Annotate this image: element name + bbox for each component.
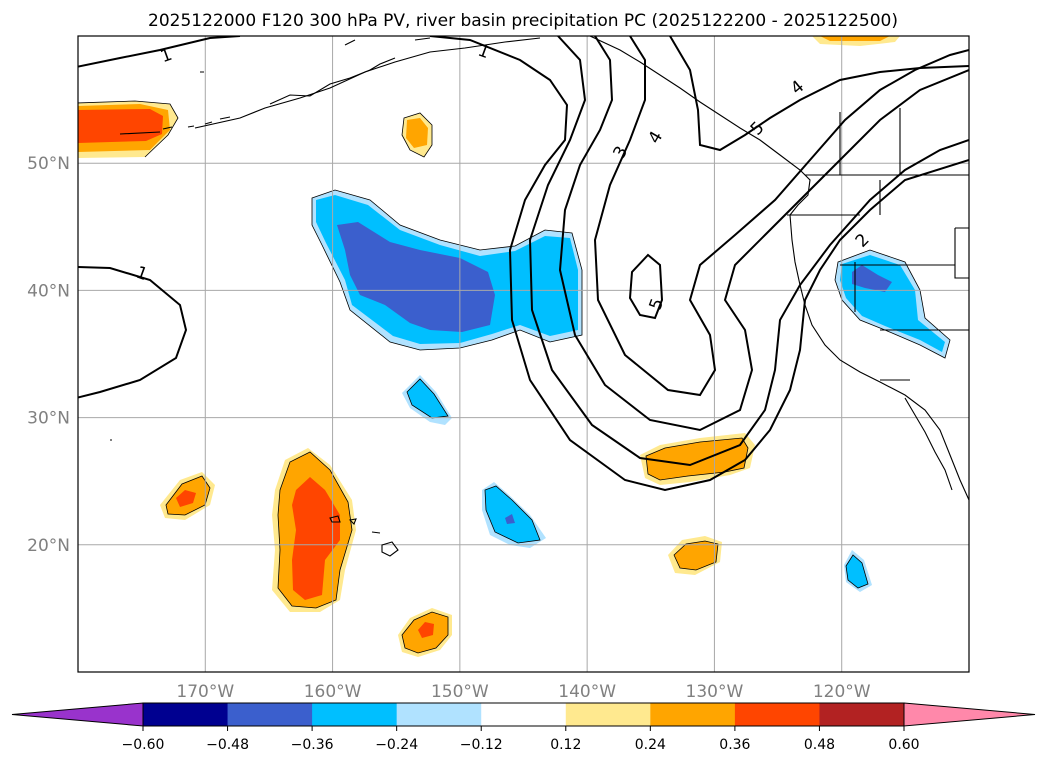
precip-region (820, 36, 890, 41)
colorbar-label: −0.48 (206, 737, 249, 753)
colorbar-segment (227, 703, 313, 726)
precip-outline (78, 100, 179, 158)
precip-region (337, 222, 495, 332)
baja-coast (904, 397, 953, 491)
precip-outline (406, 378, 449, 419)
aleutian-islands (162, 116, 231, 130)
y-tick-label: 30°N (27, 409, 70, 429)
pv-contour-3 (558, 36, 969, 432)
precip-region (646, 438, 748, 480)
colorbar-segment (734, 703, 820, 726)
hawaii-islands (110, 71, 399, 557)
precip-outline (845, 554, 869, 589)
pv-contour-2 (528, 36, 969, 467)
colorbar-segment (143, 703, 229, 726)
colorbar-extend-max (903, 702, 1036, 727)
precip-region (505, 514, 515, 524)
gridlines (78, 36, 969, 672)
precip-region (418, 622, 434, 638)
y-tick-label: 40°N (27, 281, 70, 301)
colorbar-segment (396, 703, 482, 726)
precip-region (78, 109, 163, 143)
precip-outline (277, 451, 353, 609)
x-tick-label: 170°W (176, 682, 234, 702)
precip-outline (401, 611, 449, 654)
precip-region (176, 490, 196, 507)
map-frame (77, 35, 970, 673)
pv-contour-1-north (78, 36, 969, 492)
precip-region (292, 477, 340, 600)
colorbar-segment (565, 703, 651, 726)
pv-contours (78, 36, 969, 492)
chart-title: 2025122000 F120 300 hPa PV, river basin … (148, 11, 898, 31)
x-tick-label: 130°W (686, 682, 744, 702)
alaska-islands (269, 37, 431, 105)
colorbar-segment (312, 703, 398, 726)
precip-outline (165, 475, 211, 516)
y-tick-label: 20°N (27, 536, 70, 556)
precip-region (485, 486, 540, 543)
state-borders (787, 108, 969, 381)
x-tick-label: 150°W (431, 682, 489, 702)
colorbar-segment (481, 703, 567, 726)
colorbar-label: 0.12 (550, 737, 581, 753)
colorbar-segment (650, 703, 736, 726)
y-tick-labels: 20°N 30°N 40°N 50°N (27, 154, 70, 556)
map-background (78, 36, 969, 672)
x-tick-label: 120°W (813, 682, 871, 702)
colorbar-label: −0.24 (375, 737, 418, 753)
colorbar-label: 0.48 (804, 737, 835, 753)
pv-contour-5-closed (628, 253, 664, 320)
colorbar-label: −0.60 (122, 737, 165, 753)
precip-region (674, 541, 718, 570)
colorbar-label: −0.36 (291, 737, 334, 753)
pv-contour-5 (669, 36, 969, 152)
precip-outline (311, 189, 583, 351)
colorbar-label: −0.12 (460, 737, 503, 753)
precip-region (852, 265, 892, 292)
colorbar-label: 0.60 (888, 737, 919, 753)
colorbar-label: 0.36 (719, 737, 750, 753)
x-tick-label: 160°W (304, 682, 362, 702)
x-tick-label: 140°W (558, 682, 616, 702)
colorbar-label: 0.24 (635, 737, 666, 753)
pv-contour-4 (593, 36, 969, 397)
precip-outline (484, 485, 541, 544)
pacific-nw-coast (789, 214, 969, 501)
colorbar-segment (819, 703, 905, 726)
colorbar-frame (142, 702, 905, 727)
pv-contour-1-west (78, 266, 188, 399)
colorbar-extend-min (11, 702, 144, 727)
x-tick-labels: 170°W 160°W 150°W 140°W 130°W 120°W (176, 682, 870, 702)
precip-outline (401, 112, 433, 158)
colorbar: −0.60 −0.48 −0.36 −0.24 −0.12 0.12 0.24 0.36 0.4… (11, 702, 1036, 753)
precip-outline (645, 437, 749, 481)
precip-region (406, 118, 428, 148)
precip-outline (673, 540, 719, 571)
precip-region (846, 555, 868, 588)
y-tick-label: 50°N (27, 154, 70, 174)
